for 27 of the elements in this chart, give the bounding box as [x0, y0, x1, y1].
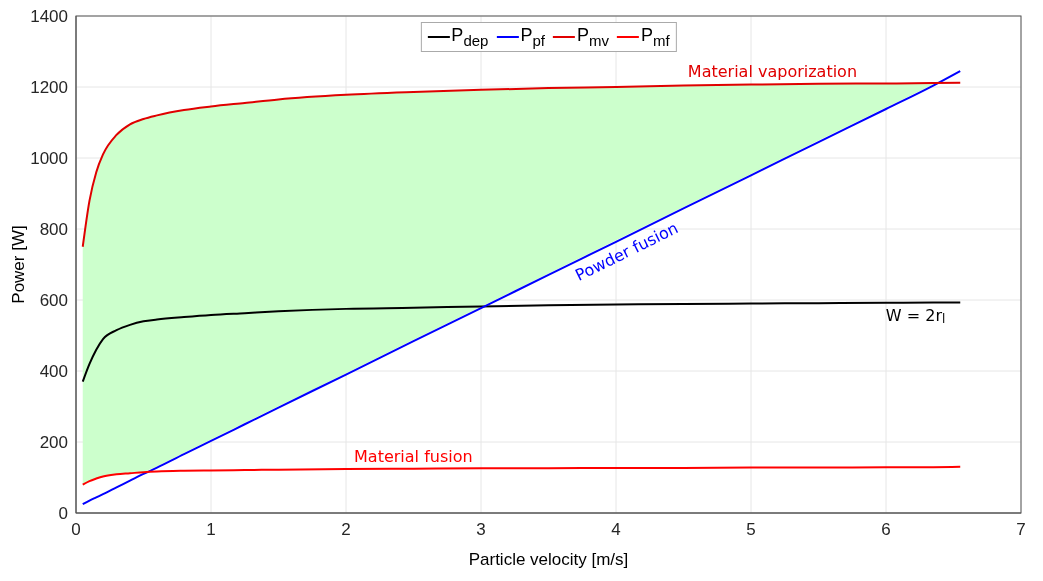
line-series: [81, 465, 962, 486]
annotation: W = 2r$_{l}$: [885, 305, 946, 326]
y-tick-label: 400: [39, 362, 68, 382]
legend-label: P$_{mf}$: [640, 25, 670, 49]
x-tick-label: 0: [71, 520, 81, 540]
x-tick-label: 4: [611, 520, 621, 540]
annotation: Material vaporization: [687, 61, 858, 81]
y-tick-label: 1400: [30, 7, 68, 27]
y-tick-label: 600: [39, 291, 68, 311]
x-tick-label: 6: [881, 520, 891, 540]
x-tick-label: 7: [1016, 520, 1026, 540]
y-tick-label: 1200: [30, 78, 68, 98]
x-tick-label: 3: [476, 520, 486, 540]
y-tick-label: 800: [39, 220, 68, 240]
x-tick-label: 5: [746, 520, 756, 540]
annotation: Material fusion: [354, 446, 473, 466]
y-axis-title: Power [W]: [9, 225, 29, 304]
x-tick-label: 2: [341, 520, 351, 540]
x-tick-label: 1: [206, 520, 216, 540]
legend-label: P$_{pf}$: [520, 25, 545, 49]
line-series: [81, 301, 962, 383]
y-tick-label: 1000: [30, 149, 68, 169]
x-axis-title: Particle velocity [m/s]: [468, 550, 629, 569]
y-tick-label: 0: [58, 504, 68, 524]
legend-label: P$_{mv}$: [576, 25, 609, 49]
y-tick-label: 200: [39, 433, 68, 453]
legend-label: P$_{dep}$: [451, 25, 489, 49]
